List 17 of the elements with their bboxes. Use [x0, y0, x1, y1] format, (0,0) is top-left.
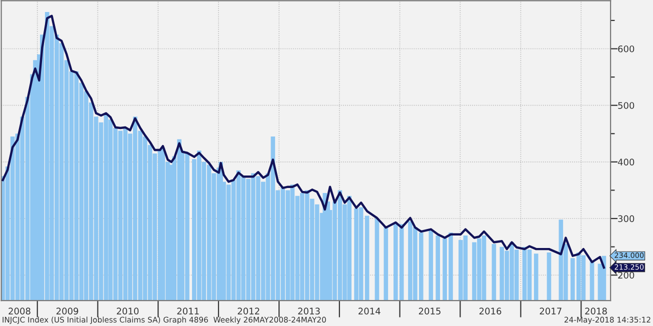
x-tick-label: 2010: [116, 308, 139, 315]
x-tick-label: 2015: [418, 308, 440, 315]
x-tick-label: 2018: [585, 308, 607, 315]
x-tick-label: 2014: [358, 308, 380, 315]
y-tick-label: 600: [618, 45, 634, 52]
y-tick-label: 400: [618, 158, 634, 166]
x-tick-label: 2016: [479, 308, 502, 315]
x-tick-label: 2013: [298, 308, 320, 315]
x-tick-label: 2009: [56, 308, 78, 315]
y-tick-label: 500: [618, 102, 634, 109]
x-tick-label: 2008: [8, 308, 30, 315]
x-tick-label: 2011: [177, 308, 199, 315]
line-series: [2, 14, 606, 269]
y-tick-label: 200: [618, 272, 634, 279]
y-tick-label: 300: [618, 215, 634, 222]
x-tick-label: 2017: [540, 308, 562, 315]
x-tick-label: 2012: [238, 308, 260, 315]
